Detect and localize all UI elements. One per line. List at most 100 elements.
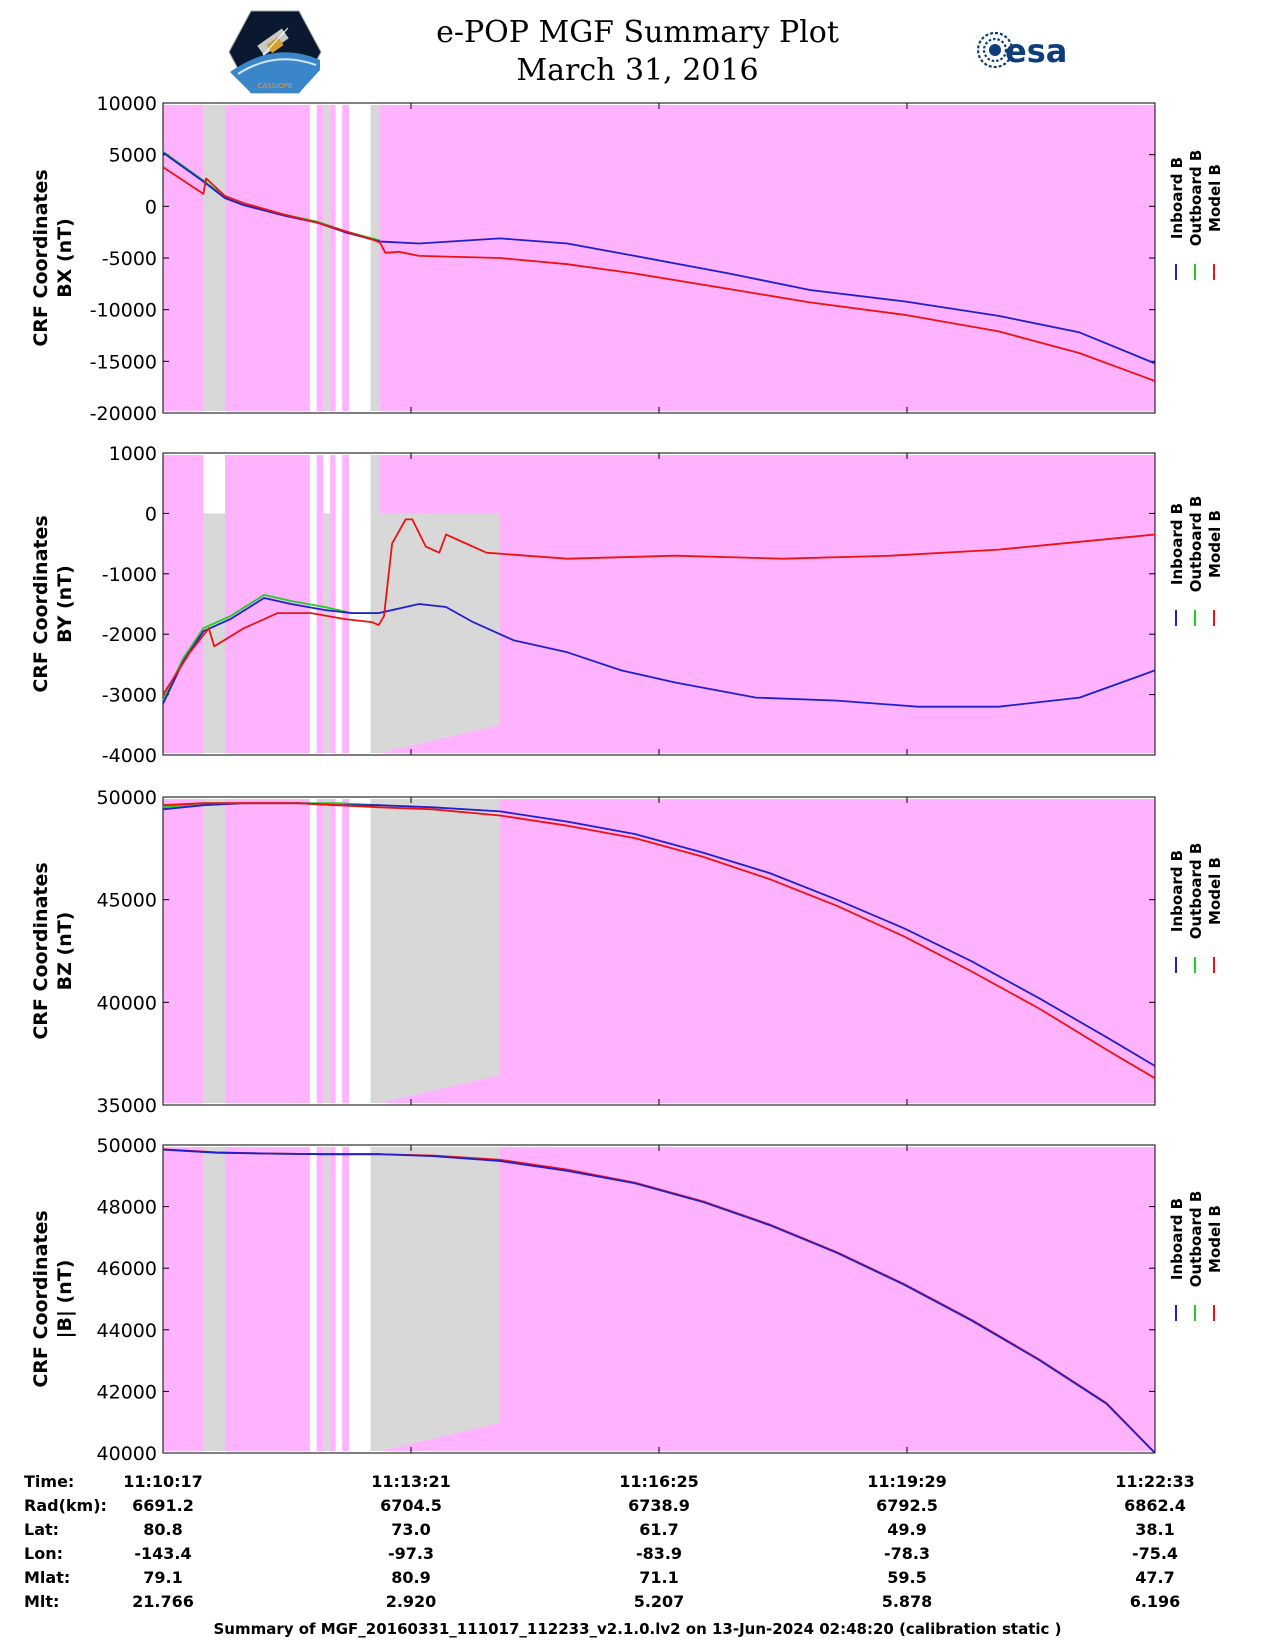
table-cell: 71.1 xyxy=(639,1568,678,1587)
esa-logo-text: esa xyxy=(1005,32,1067,70)
band-magenta xyxy=(316,455,324,753)
table-cell: 6862.4 xyxy=(1124,1496,1186,1515)
series-line-inboard-b xyxy=(162,151,1156,365)
y-axis-label-line2: BX (nT) xyxy=(54,218,76,298)
plot-title-line1: e-POP MGF Summary Plot xyxy=(436,15,839,50)
table-cell: 59.5 xyxy=(887,1568,926,1587)
y-axis-label-line2: |B| (nT) xyxy=(54,1260,76,1339)
legend-label: Model B xyxy=(1206,510,1224,578)
series-line-inboard-b xyxy=(162,1148,1156,1454)
band-gray xyxy=(323,455,331,753)
epop-mission-logo: CASSIOPE xyxy=(228,10,322,94)
table-cell: 5.878 xyxy=(882,1592,933,1610)
table-cell: -78.3 xyxy=(884,1544,930,1563)
band-magenta xyxy=(330,1147,336,1451)
table-cell: 6.196 xyxy=(1130,1592,1181,1610)
y-tick-label: 35000 xyxy=(97,1095,157,1117)
table-cell: 80.9 xyxy=(391,1568,430,1587)
band-gray xyxy=(370,455,380,753)
y-tick-label: -20000 xyxy=(90,403,157,425)
footer-summary: Summary of MGF_20160331_111017_112233_v2… xyxy=(213,1620,1062,1638)
data-gap-region xyxy=(380,1147,500,1451)
table-cell: 11:22:33 xyxy=(1115,1472,1195,1491)
band-gray xyxy=(370,105,380,411)
table-cell: 21.766 xyxy=(132,1592,194,1610)
table-cell: 38.1 xyxy=(1135,1520,1174,1539)
y-tick-label: -5000 xyxy=(102,248,157,270)
plot-title-line2: March 31, 2016 xyxy=(516,53,759,88)
band-magenta xyxy=(342,105,349,411)
ephemeris-table: Time: Rad(km): Lat: Lon: Mlat: Mlt: 11:10:17 66… xyxy=(24,1472,1195,1610)
y-axis-label-line1: CRF Coordinates xyxy=(30,1210,52,1387)
band-magenta xyxy=(380,799,1155,1103)
y-tick-label: 0 xyxy=(145,196,157,218)
y-tick-label: -4000 xyxy=(102,745,157,767)
legend-label: Inboard B xyxy=(1168,850,1186,932)
band-gray xyxy=(323,799,331,1103)
band-gray xyxy=(370,1147,380,1451)
y-tick-label: -3000 xyxy=(102,685,157,707)
legend-label: Outboard B xyxy=(1187,1191,1205,1288)
table-row-label: Lat: xyxy=(24,1520,59,1539)
table-cell: 6704.5 xyxy=(380,1496,442,1515)
table-cell: 6792.5 xyxy=(876,1496,938,1515)
table-row-label: Time: xyxy=(24,1472,74,1491)
band-magenta xyxy=(330,799,336,1103)
table-row-label: Mlt: xyxy=(24,1592,59,1610)
band-magenta xyxy=(163,105,204,411)
table-cell: -143.4 xyxy=(134,1544,191,1563)
band-magenta xyxy=(225,105,310,411)
band-magenta xyxy=(316,105,324,411)
chart-panel-3: 50000 45000 40000 35000 CRF Coordinates BZ (n… xyxy=(30,787,1224,1117)
y-axis-label: CRF Coordinates BX (nT) xyxy=(30,169,76,346)
band-magenta xyxy=(163,455,204,753)
y-tick-label: -2000 xyxy=(102,624,157,646)
series-line-model-b xyxy=(162,518,1156,696)
table-cell: 79.1 xyxy=(143,1568,182,1587)
y-tick-label: 40000 xyxy=(97,1443,157,1465)
band-gray xyxy=(203,513,225,753)
data-gap-region xyxy=(380,513,500,753)
y-tick-label: 0 xyxy=(145,503,157,525)
band-gray xyxy=(323,105,331,411)
legend-label: Outboard B xyxy=(1187,843,1205,940)
band-magenta xyxy=(163,799,204,1103)
table-cell: 11:16:25 xyxy=(619,1472,699,1491)
band-magenta xyxy=(316,799,324,1103)
table-cell: -75.4 xyxy=(1132,1544,1178,1563)
band-blank xyxy=(203,455,225,514)
band-magenta xyxy=(330,455,336,753)
y-axis-label-line2: BZ (nT) xyxy=(54,912,76,991)
table-cell: 6691.2 xyxy=(132,1496,194,1515)
series-line-model-b xyxy=(162,802,1156,1080)
y-tick-label: 45000 xyxy=(97,890,157,912)
band-magenta xyxy=(163,1147,204,1451)
y-axis-label-line1: CRF Coordinates xyxy=(30,169,52,346)
y-tick-label: 50000 xyxy=(97,1135,157,1157)
band-gray xyxy=(323,1147,331,1451)
band-magenta xyxy=(380,1147,1155,1451)
legend-label: Inboard B xyxy=(1168,157,1186,239)
epop-logo-text: CASSIOPE xyxy=(258,82,293,90)
band-magenta xyxy=(225,1147,310,1451)
table-cell: -83.9 xyxy=(636,1544,682,1563)
y-tick-label: 42000 xyxy=(97,1381,157,1403)
y-tick-label: 40000 xyxy=(97,992,157,1014)
chart-panel-1: 10000 5000 0 -5000 -10000 -15000 -20000 CRF Coo… xyxy=(30,93,1224,425)
y-tick-label: 50000 xyxy=(97,787,157,809)
y-tick-label: -1000 xyxy=(102,564,157,586)
table-row-label: Rad(km): xyxy=(24,1496,107,1515)
legend-label: Outboard B xyxy=(1187,496,1205,593)
esa-logo: esa xyxy=(976,31,1067,70)
table-cell: 11:13:21 xyxy=(371,1472,451,1491)
legend-label: Outboard B xyxy=(1187,150,1205,247)
y-tick-label: 48000 xyxy=(97,1197,157,1219)
legend-label: Model B xyxy=(1206,164,1224,232)
y-tick-label: -10000 xyxy=(90,300,157,322)
legend-label: Model B xyxy=(1206,1205,1224,1273)
table-cell: 47.7 xyxy=(1135,1568,1174,1587)
y-axis-label-line1: CRF Coordinates xyxy=(30,515,52,692)
band-gray xyxy=(370,799,380,1103)
band-magenta xyxy=(316,1147,324,1451)
y-axis-label-line2: BY (nT) xyxy=(54,565,76,643)
